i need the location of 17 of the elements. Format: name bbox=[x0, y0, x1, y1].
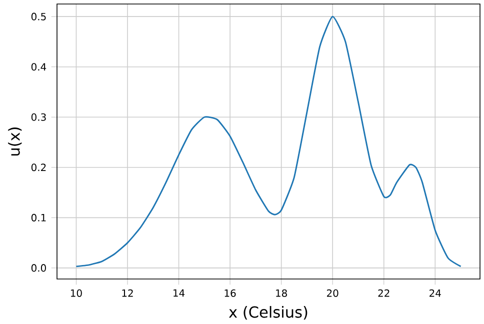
line-series bbox=[76, 16, 462, 268]
y-tick-label: 0.5 bbox=[31, 12, 46, 20]
x-tick-label: 10 bbox=[70, 289, 82, 297]
y-tick-label: 0.0 bbox=[31, 264, 46, 272]
y-tick-label: 0.1 bbox=[31, 214, 46, 222]
x-tick-label: 12 bbox=[122, 289, 133, 297]
x-tick-label: 16 bbox=[224, 289, 236, 297]
x-axis-title: x (Celsius) bbox=[228, 306, 308, 320]
y-tick-label: 0.3 bbox=[31, 113, 46, 121]
x-tick-label: 20 bbox=[326, 289, 338, 297]
x-tick-label: 18 bbox=[276, 289, 287, 297]
x-tick-label: 22 bbox=[378, 289, 390, 297]
x-tick-label: 14 bbox=[174, 289, 185, 297]
y-tick-label: 0.2 bbox=[31, 164, 46, 172]
y-tick-label: 0.4 bbox=[31, 63, 46, 71]
x-tick-label: 24 bbox=[430, 289, 441, 297]
y-axis-title: u(x) bbox=[8, 127, 22, 156]
